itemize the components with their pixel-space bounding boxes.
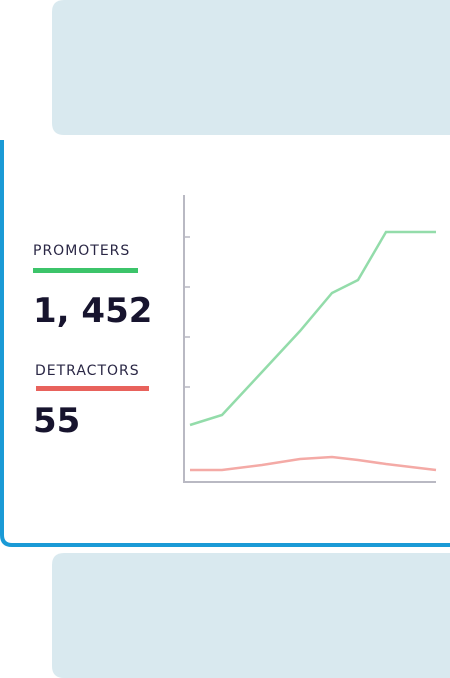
background-panel: [52, 0, 450, 135]
card: [0, 140, 450, 545]
detractors-label: DETRACTORS: [35, 363, 140, 379]
promoters-bar: [33, 268, 138, 273]
promoters-label: PROMOTERS: [33, 243, 130, 259]
promoters-value: 1, 452: [33, 291, 152, 331]
card-border: [0, 140, 450, 547]
series-line: [190, 455, 437, 472]
detractors-bar: [36, 386, 149, 391]
detractors-value: 55: [33, 401, 80, 441]
background-panel: [52, 553, 450, 678]
series-line: [189, 230, 436, 427]
